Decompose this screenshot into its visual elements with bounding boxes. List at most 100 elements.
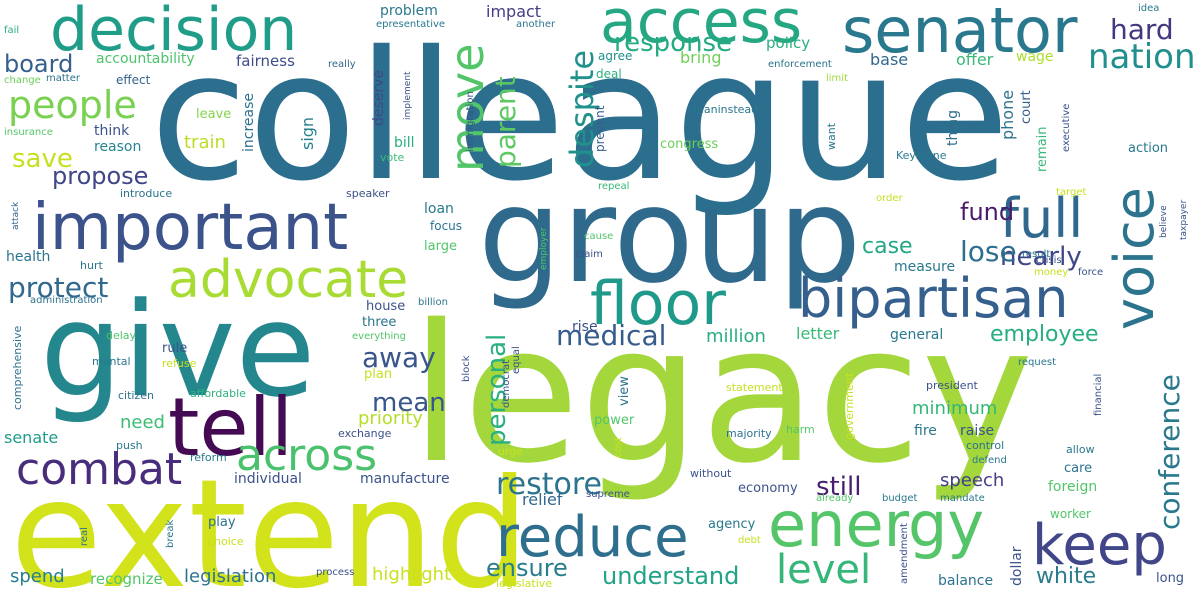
word-request: request [1018, 357, 1057, 368]
word-reduce: reduce [496, 505, 689, 570]
word-play: play [208, 515, 236, 530]
word-mandate: mandate [940, 493, 985, 504]
word-response: response [614, 28, 733, 58]
word-balance: balance [938, 573, 994, 589]
word-dollar: dollar [1009, 546, 1025, 586]
word-attack: attack [11, 201, 21, 230]
word-house: house [366, 299, 406, 314]
word-impact: impact [486, 2, 542, 21]
word-idea: idea [1138, 3, 1160, 14]
word-priority: priority [358, 408, 423, 429]
word-long: long [1156, 571, 1185, 586]
word-change: change [4, 75, 41, 86]
word-break: break [165, 519, 176, 548]
word-prevent: prevent [593, 105, 607, 152]
word-full: full [1000, 187, 1084, 250]
word-mental: mental [92, 355, 131, 368]
word-lose: lose [960, 235, 1017, 268]
word-legislation: legislation [184, 566, 277, 587]
word-urge: urge [498, 445, 524, 458]
word-amendment: amendment [899, 523, 910, 584]
word-really: really [328, 59, 356, 70]
word-agree: agree [598, 49, 633, 63]
word-legacy: legacy [410, 284, 1034, 505]
word-conference: conference [1153, 374, 1186, 530]
word-remain: remain [1035, 126, 1050, 172]
word-epresentative: epresentative [376, 19, 446, 30]
word-energy: energy [768, 488, 985, 561]
word-board: board [4, 50, 74, 78]
word-across: across [236, 430, 378, 481]
word-loan: loan [424, 201, 454, 217]
word-block: block [461, 355, 472, 382]
word-ensure: ensure [486, 554, 568, 582]
word-manufacture: manufacture [360, 471, 450, 487]
word-vote: vote [380, 151, 405, 164]
word-recognize: recognize [90, 570, 163, 588]
word-administration: administration [30, 295, 103, 306]
word-everything: everything [352, 331, 406, 342]
word-understand: understand [602, 562, 740, 590]
word-bill: bill [394, 135, 415, 151]
word-three: three [362, 315, 397, 330]
word-highlight: highlight [372, 564, 452, 585]
word-deal: deal [596, 67, 622, 81]
word-force: force [1078, 267, 1104, 278]
word-immigration: immigration [465, 91, 476, 152]
word-rule: rule [162, 341, 188, 356]
word-protect: protect [8, 271, 109, 304]
word-order: order [876, 193, 903, 204]
word-million: million [706, 326, 766, 347]
word-spend: spend [10, 566, 65, 587]
word-effect: effect [116, 73, 151, 87]
word-harm: harm [786, 423, 815, 436]
word-hard: hard [1110, 13, 1174, 46]
word-rise: rise [572, 319, 598, 335]
word-individual: individual [234, 471, 302, 487]
word-need: need [120, 412, 165, 433]
word-letter: letter [796, 324, 840, 343]
word-delay: delay [106, 329, 137, 342]
word-nation: nation [1088, 37, 1196, 77]
word-phone: phone [998, 89, 1017, 140]
word-policy: policy [766, 34, 811, 52]
word-care: care [1064, 461, 1093, 476]
word-case: case [862, 234, 913, 259]
word-voice: voice [1103, 187, 1166, 330]
word-implement: implement [403, 71, 413, 120]
word-think: think [94, 123, 130, 139]
word-raise: raise [960, 423, 995, 439]
word-statement: statement [726, 381, 783, 394]
word-restore: restore [496, 467, 603, 502]
word-another: another [516, 19, 556, 30]
word-Keystone: Keystone [896, 149, 947, 162]
word-fail: fail [4, 25, 20, 36]
word-target: target [1056, 187, 1087, 198]
word-president: president [926, 379, 978, 392]
word-exchange: exchange [338, 427, 392, 440]
word-comprehensive: comprehensive [11, 325, 24, 410]
word-propose: propose [52, 162, 149, 190]
word-money: money [1034, 267, 1069, 278]
word-believe: believe [1159, 205, 1169, 238]
word-cleaninstead: cleaninstead [688, 103, 759, 116]
word-foreign: foreign [1048, 479, 1098, 495]
word-economy: economy [738, 481, 798, 496]
word-executive: executive [1061, 103, 1072, 152]
word-debt: debt [738, 535, 761, 546]
word-push: push [116, 439, 143, 452]
word-thing: thing [945, 109, 961, 146]
word-defend: defend [972, 455, 1007, 466]
word-medical: medical [556, 319, 667, 352]
word-health: health [6, 249, 51, 265]
word-bring: bring [680, 48, 722, 67]
word-majority: majority [726, 427, 772, 440]
word-choice: choice [208, 535, 244, 548]
word-power: power [594, 413, 635, 428]
word-group: group [478, 159, 862, 313]
word-still: still [816, 472, 862, 502]
word-citizen: citizen [118, 389, 154, 402]
word-colleague: colleague [150, 13, 1010, 220]
word-leave: leave [196, 107, 232, 122]
